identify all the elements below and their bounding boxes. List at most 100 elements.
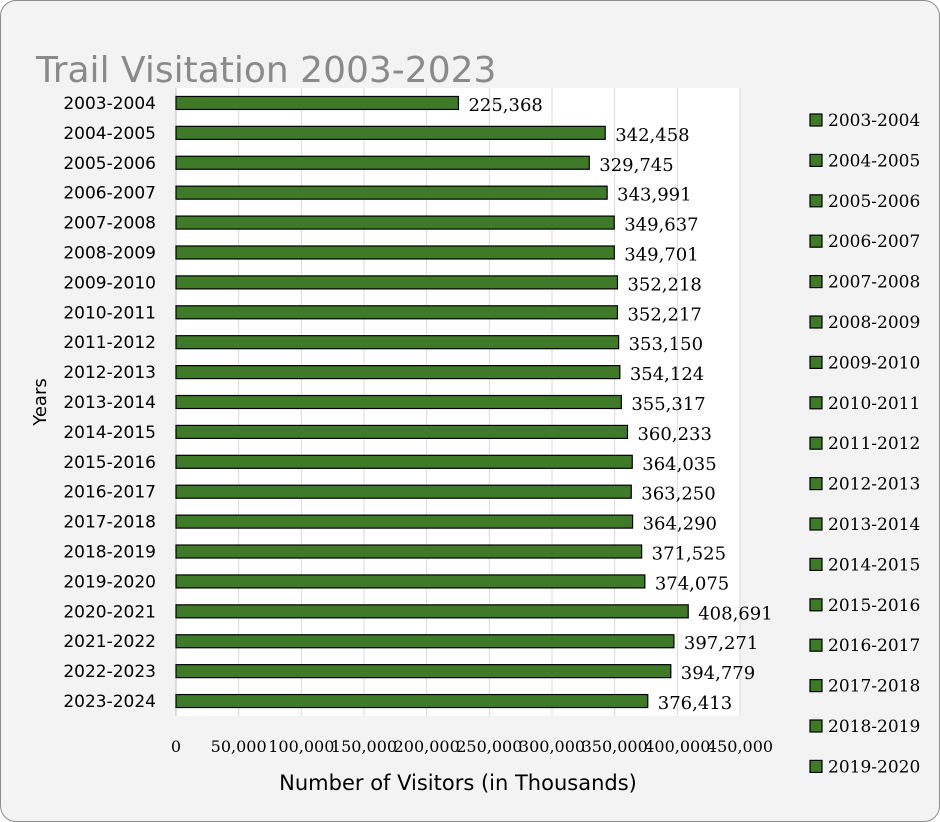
bar-2022-2023 [175, 664, 672, 679]
data-label-2006-2007: 343,991 [617, 185, 691, 206]
category-label-2018-2019: 2018-2019 [63, 543, 156, 563]
legend-entry-2007-2008: 2007-2008 [828, 273, 920, 293]
legend-swatch [809, 477, 823, 491]
category-label-2014-2015: 2014-2015 [63, 423, 156, 443]
category-label-2003-2004: 2003-2004 [63, 94, 156, 114]
data-label-2010-2011: 352,217 [627, 304, 701, 325]
data-label-2022-2023: 394,779 [681, 663, 755, 684]
legend-swatch [809, 638, 823, 652]
category-label-2007-2008: 2007-2008 [63, 214, 156, 234]
category-label-2012-2013: 2012-2013 [63, 363, 156, 383]
legend-entry-2010-2011: 2010-2011 [828, 394, 920, 414]
bar-2006-2007 [175, 185, 608, 200]
legend-swatch [809, 436, 823, 450]
data-label-2017-2018: 364,290 [643, 514, 717, 535]
bar-2019-2020 [175, 574, 646, 589]
legend-swatch [809, 355, 823, 369]
legend-entry-2013-2014: 2013-2014 [828, 515, 920, 535]
legend-entry-2017-2018: 2017-2018 [828, 677, 920, 697]
category-label-2004-2005: 2004-2005 [63, 124, 156, 144]
data-label-2005-2006: 329,745 [599, 155, 673, 176]
bar-2021-2022 [175, 634, 675, 649]
bar-2009-2010 [175, 275, 619, 290]
category-label-2006-2007: 2006-2007 [63, 184, 156, 204]
legend-entry-2003-2004: 2003-2004 [828, 111, 920, 131]
bar-2017-2018 [175, 514, 634, 529]
category-label-2013-2014: 2013-2014 [63, 393, 156, 413]
x-tick-label: 0 [171, 737, 181, 756]
category-label-2009-2010: 2009-2010 [63, 273, 156, 293]
legend-entry-2015-2016: 2015-2016 [828, 596, 920, 616]
legend-entry-2016-2017: 2016-2017 [828, 636, 920, 656]
category-label-2019-2020: 2019-2020 [63, 572, 156, 592]
category-label-2022-2023: 2022-2023 [63, 662, 156, 682]
bar-2018-2019 [175, 544, 643, 559]
bar-2012-2013 [175, 364, 621, 380]
data-label-2013-2014: 355,317 [631, 394, 705, 415]
legend-entry-2008-2009: 2008-2009 [828, 313, 920, 333]
legend-entry-2019-2020: 2019-2020 [828, 757, 920, 777]
data-label-2015-2016: 364,035 [642, 454, 716, 475]
legend-swatch [809, 557, 823, 572]
bar-2015-2016 [175, 454, 633, 469]
legend-swatch [809, 719, 823, 733]
category-label-2011-2012: 2011-2012 [63, 333, 156, 353]
category-label-2017-2018: 2017-2018 [63, 513, 156, 533]
data-label-2004-2005: 342,458 [615, 125, 689, 146]
chart-title: Trail Visitation 2003-2023 [35, 50, 496, 91]
legend-swatch [809, 315, 823, 329]
x-tick-label: 200,000 [394, 737, 460, 756]
data-label-2019-2020: 374,075 [655, 573, 729, 594]
bar-2014-2015 [175, 424, 629, 440]
legend: 2003-2004 2004-2005 2005-2006 2006-2007 2007… [809, 111, 920, 777]
x-tick-labels: 0 50,000 100,000150,000200,000250,000300,0… [171, 737, 773, 756]
legend-entry-2011-2012: 2011-2012 [828, 434, 920, 454]
x-tick-label: 150,000 [331, 737, 397, 756]
x-tick-label: 250,000 [456, 737, 522, 756]
bar-2005-2006 [175, 155, 590, 170]
data-label-2014-2015: 360,233 [637, 424, 711, 445]
category-label-2005-2006: 2005-2006 [63, 154, 156, 174]
bar-2008-2009 [175, 245, 615, 260]
category-label-2008-2009: 2008-2009 [63, 243, 156, 263]
data-label-2023-2024: 376,413 [658, 693, 732, 714]
legend-entry-2014-2015: 2014-2015 [828, 555, 920, 575]
legend-entry-2005-2006: 2005-2006 [828, 192, 920, 212]
legend-entry-2009-2010: 2009-2010 [828, 353, 920, 373]
data-label-2009-2010: 352,218 [627, 274, 701, 295]
legend-entry-2018-2019: 2018-2019 [828, 717, 920, 737]
legend-swatch [809, 113, 823, 127]
data-label-2011-2012: 353,150 [629, 334, 703, 355]
x-tick-label: 350,000 [582, 737, 648, 756]
x-tick-label: 50,000 [211, 737, 267, 756]
bar-2023-2024 [175, 693, 649, 709]
x-tick-label: 300,000 [519, 737, 585, 756]
category-label-2023-2024: 2023-2024 [63, 692, 156, 712]
legend-swatch [809, 275, 823, 289]
category-label-2016-2017: 2016-2017 [63, 483, 156, 503]
x-tick-label: 450,000 [707, 737, 773, 756]
y-axis-title: Years [30, 378, 51, 427]
legend-swatch [809, 234, 823, 248]
legend-swatch [809, 678, 823, 693]
data-label-2018-2019: 371,525 [652, 544, 726, 565]
bar-2011-2012 [175, 335, 620, 350]
bar-2013-2014 [175, 394, 622, 410]
data-label-2003-2004: 225,368 [468, 95, 542, 116]
bar-2003-2004 [175, 95, 460, 111]
bar-2004-2005 [175, 125, 606, 140]
category-label-2021-2022: 2021-2022 [63, 632, 156, 652]
data-label-2012-2013: 354,124 [630, 364, 704, 385]
category-labels: 2003-2004 2004-2005 2005-2006 2006-2007 2007… [63, 94, 156, 712]
bar-2010-2011 [175, 305, 619, 320]
category-label-2015-2016: 2015-2016 [63, 453, 156, 473]
legend-swatch [809, 598, 823, 612]
legend-entry-2012-2013: 2012-2013 [828, 475, 920, 495]
data-label-2008-2009: 349,701 [624, 244, 698, 265]
legend-swatch [809, 396, 823, 410]
data-label-2016-2017: 363,250 [641, 484, 715, 505]
x-tick-label: 100,000 [268, 737, 334, 756]
data-label-2021-2022: 397,271 [684, 633, 758, 654]
category-label-2010-2011: 2010-2011 [63, 303, 156, 323]
